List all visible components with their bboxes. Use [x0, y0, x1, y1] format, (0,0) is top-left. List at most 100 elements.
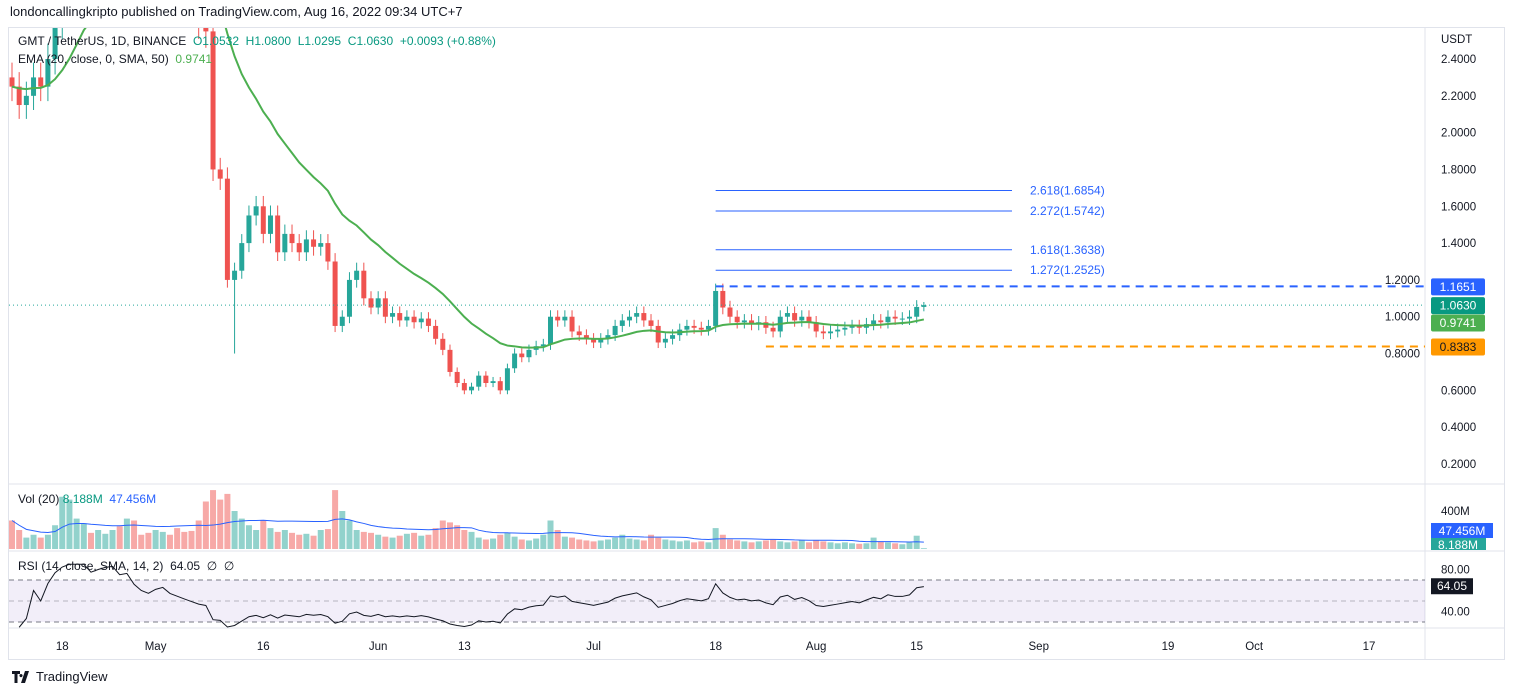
volume-bar: [446, 522, 453, 549]
price-tick-label: 0.4000: [1441, 422, 1476, 434]
candle-body: [397, 313, 403, 321]
x-tick-label: 19: [1162, 641, 1175, 653]
candle-body: [418, 318, 424, 323]
resistance-price-tag: 1.1651: [1440, 280, 1477, 294]
volume-bar: [346, 520, 353, 549]
candle-body: [634, 313, 640, 317]
candle-body: [210, 31, 216, 170]
candle-body: [60, 0, 65, 22]
volume-bar: [655, 537, 662, 549]
volume-bar: [403, 533, 410, 549]
volume-bar: [640, 540, 647, 549]
candle-body: [296, 243, 302, 253]
candle-body: [720, 290, 726, 308]
volume-bar: [267, 528, 274, 549]
volume-bar: [475, 537, 482, 549]
ema-line: [11, 28, 925, 349]
rsi-legend[interactable]: RSI (14, close, SMA, 14, 2) 64.05 ∅ ∅: [18, 559, 234, 573]
candle-body: [382, 298, 388, 317]
candle-body: [311, 239, 317, 247]
price-tick-label: 2.4000: [1441, 54, 1476, 66]
rsi-tick-label: 40.00: [1441, 607, 1470, 619]
candle-body: [346, 279, 352, 317]
rsi-extra-2: ∅: [223, 559, 235, 573]
candles: [9, 0, 927, 395]
volume-bar: [389, 537, 396, 549]
candle-body: [45, 59, 51, 87]
last-price-tag-bg: [1431, 297, 1485, 315]
volume-bar: [504, 532, 511, 549]
candle-body: [433, 325, 439, 339]
volume-bar: [619, 534, 626, 549]
volume-bar: [597, 540, 604, 549]
candle-body: [698, 327, 704, 330]
publisher-line: londoncallingkripto published on Trading…: [10, 4, 463, 19]
vol-label: Vol (20): [18, 492, 60, 506]
candle-body: [569, 316, 575, 332]
candle-body: [749, 320, 755, 325]
volume-bar: [877, 541, 884, 549]
volume-bar: [604, 539, 611, 549]
ema-legend[interactable]: EMA (20, close, 0, SMA, 50) 0.9741: [18, 52, 212, 66]
candle-body: [275, 215, 281, 253]
candle-body: [497, 381, 503, 391]
volume-bar: [181, 531, 188, 549]
volume-bar: [727, 539, 733, 549]
volume-bar: [109, 530, 116, 549]
chart-frame: [8, 27, 1505, 660]
volume-bar: [353, 530, 360, 549]
volume-bar: [281, 530, 288, 549]
volume-bar: [396, 535, 403, 549]
volume-bar: [626, 538, 633, 549]
volume-bar: [576, 539, 583, 549]
candle-body: [806, 316, 812, 323]
candle-body: [713, 290, 719, 326]
x-tick-label: May: [145, 641, 167, 653]
last-price-tag: 1.0630: [1440, 299, 1477, 313]
volume-bar: [131, 520, 138, 549]
candle-body: [282, 233, 288, 253]
candle-body: [217, 169, 223, 179]
volume-bar: [734, 540, 741, 549]
candle-body: [727, 307, 733, 317]
volume-bar: [518, 539, 525, 549]
candle-body: [770, 327, 776, 332]
volume-bar: [863, 543, 870, 549]
volume-bar: [741, 541, 748, 549]
symbol-legend[interactable]: GMT / TetherUS, 1D, BINANCE O1.0532 H1.0…: [18, 34, 496, 48]
volume-bar: [289, 532, 296, 549]
volume-bar: [590, 541, 597, 549]
resistance-price-tag-bg: [1431, 278, 1485, 296]
rsi-tick-label: 80.00: [1441, 565, 1470, 577]
volume-bar: [533, 538, 540, 549]
volume-bar: [52, 525, 59, 549]
candle-body: [325, 243, 331, 262]
volume-bar: [274, 531, 281, 549]
volume-bar: [648, 534, 655, 549]
candle-body: [38, 77, 44, 87]
rsi-line: [18, 563, 924, 628]
volume-bar: [411, 532, 418, 549]
vol-ma-value: 47.456M: [109, 492, 157, 506]
candle-body: [361, 270, 367, 299]
volume-bar: [238, 518, 245, 549]
volume-bar: [95, 530, 102, 549]
candle-body: [662, 338, 668, 343]
candle-body: [189, 0, 194, 4]
volume-legend[interactable]: Vol (20) 8.188M 47.456M: [18, 492, 156, 506]
legend-high: H1.0800: [245, 34, 292, 48]
volume-bar: [683, 540, 690, 549]
candle-body: [612, 325, 618, 336]
volume-bar: [834, 543, 841, 549]
volume-bar: [375, 534, 382, 549]
price-tick-label: 0.2000: [1441, 459, 1476, 471]
x-tick-label: 18: [709, 641, 722, 653]
candle-body: [648, 320, 654, 326]
volume-bar: [884, 542, 891, 549]
candle-body: [246, 215, 252, 244]
candle-body: [354, 270, 360, 280]
candle-body: [626, 316, 632, 321]
footer[interactable]: TradingView: [12, 669, 108, 684]
